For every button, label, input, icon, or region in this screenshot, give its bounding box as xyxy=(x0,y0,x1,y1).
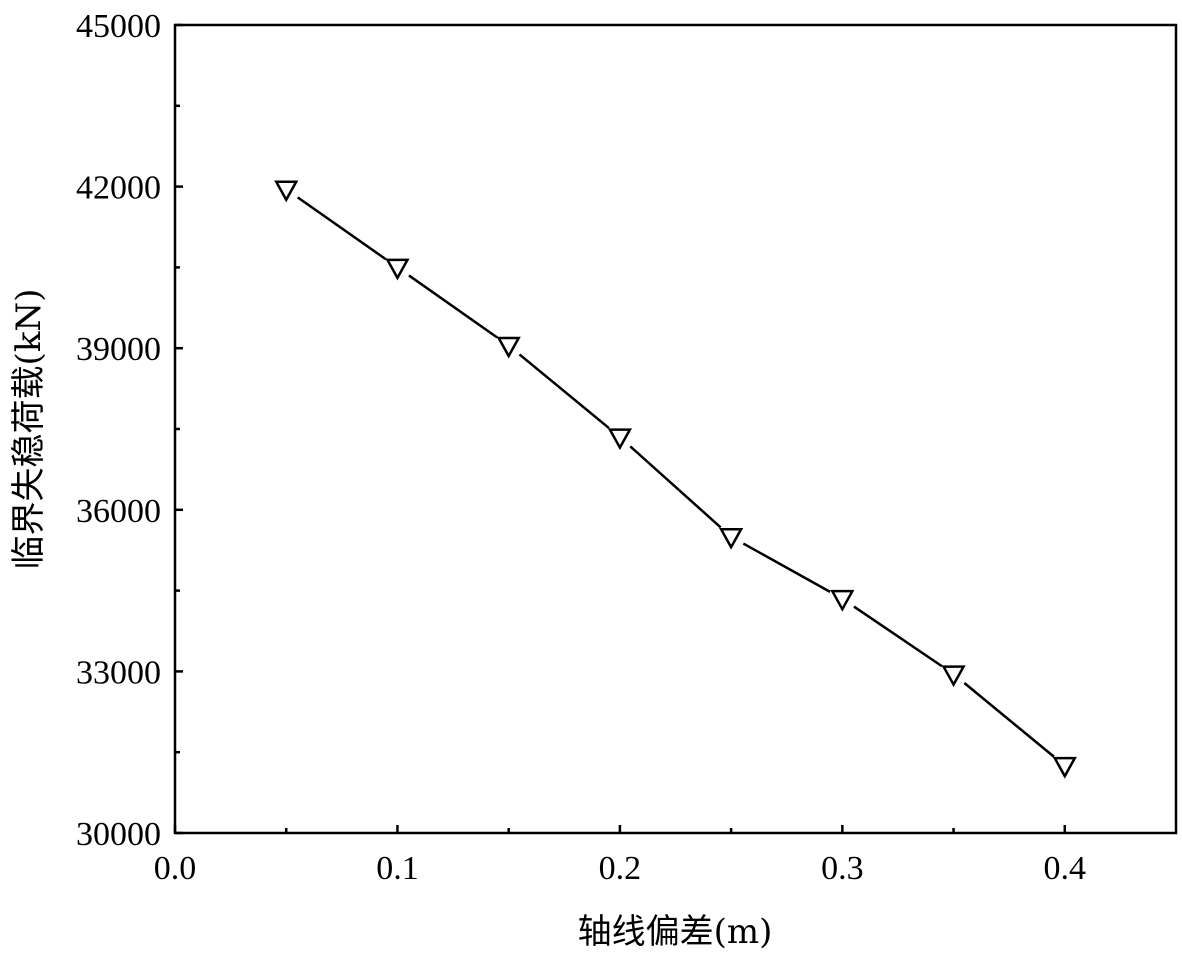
x-tick-label: 0.3 xyxy=(821,850,864,887)
y-axis-title: 临界失稳荷载(kN) xyxy=(9,289,49,570)
y-tick-label: 39000 xyxy=(76,331,161,368)
y-axis-tick-labels: 30000 33000 36000 39000 42000 45000 xyxy=(76,8,161,853)
series-line-segment xyxy=(296,196,387,261)
data-point-marker xyxy=(385,258,410,281)
series-line-segment xyxy=(853,605,943,668)
y-tick-label: 33000 xyxy=(76,654,161,691)
series-layer xyxy=(274,180,1077,779)
data-point-marker xyxy=(718,527,744,550)
x-axis-tick-labels: 0.0 0.1 0.2 0.3 0.4 xyxy=(154,850,1086,887)
data-point-marker xyxy=(607,428,633,451)
series-line-segment xyxy=(408,274,498,339)
y-tick-label: 45000 xyxy=(76,8,161,45)
data-point-marker xyxy=(496,336,521,359)
data-point-marker xyxy=(830,589,855,612)
series-line-segment xyxy=(963,682,1055,758)
y-tick-label: 36000 xyxy=(76,493,161,530)
series-line-segment xyxy=(518,353,610,430)
y-tick-label: 42000 xyxy=(76,170,161,207)
series-line-segment xyxy=(742,542,831,593)
data-point-marker xyxy=(1052,756,1077,779)
data-point-marker xyxy=(941,665,966,688)
y-tick-label: 30000 xyxy=(76,816,161,853)
x-tick-label: 0.4 xyxy=(1044,850,1087,887)
x-axis-title: 轴线偏差(m) xyxy=(578,912,773,952)
x-tick-label: 0.0 xyxy=(154,850,197,887)
plot-frame xyxy=(173,23,1178,835)
x-tick-label: 0.1 xyxy=(376,850,419,887)
series-line-segment xyxy=(629,445,722,529)
data-point-marker xyxy=(274,180,299,203)
x-tick-label: 0.2 xyxy=(599,850,642,887)
